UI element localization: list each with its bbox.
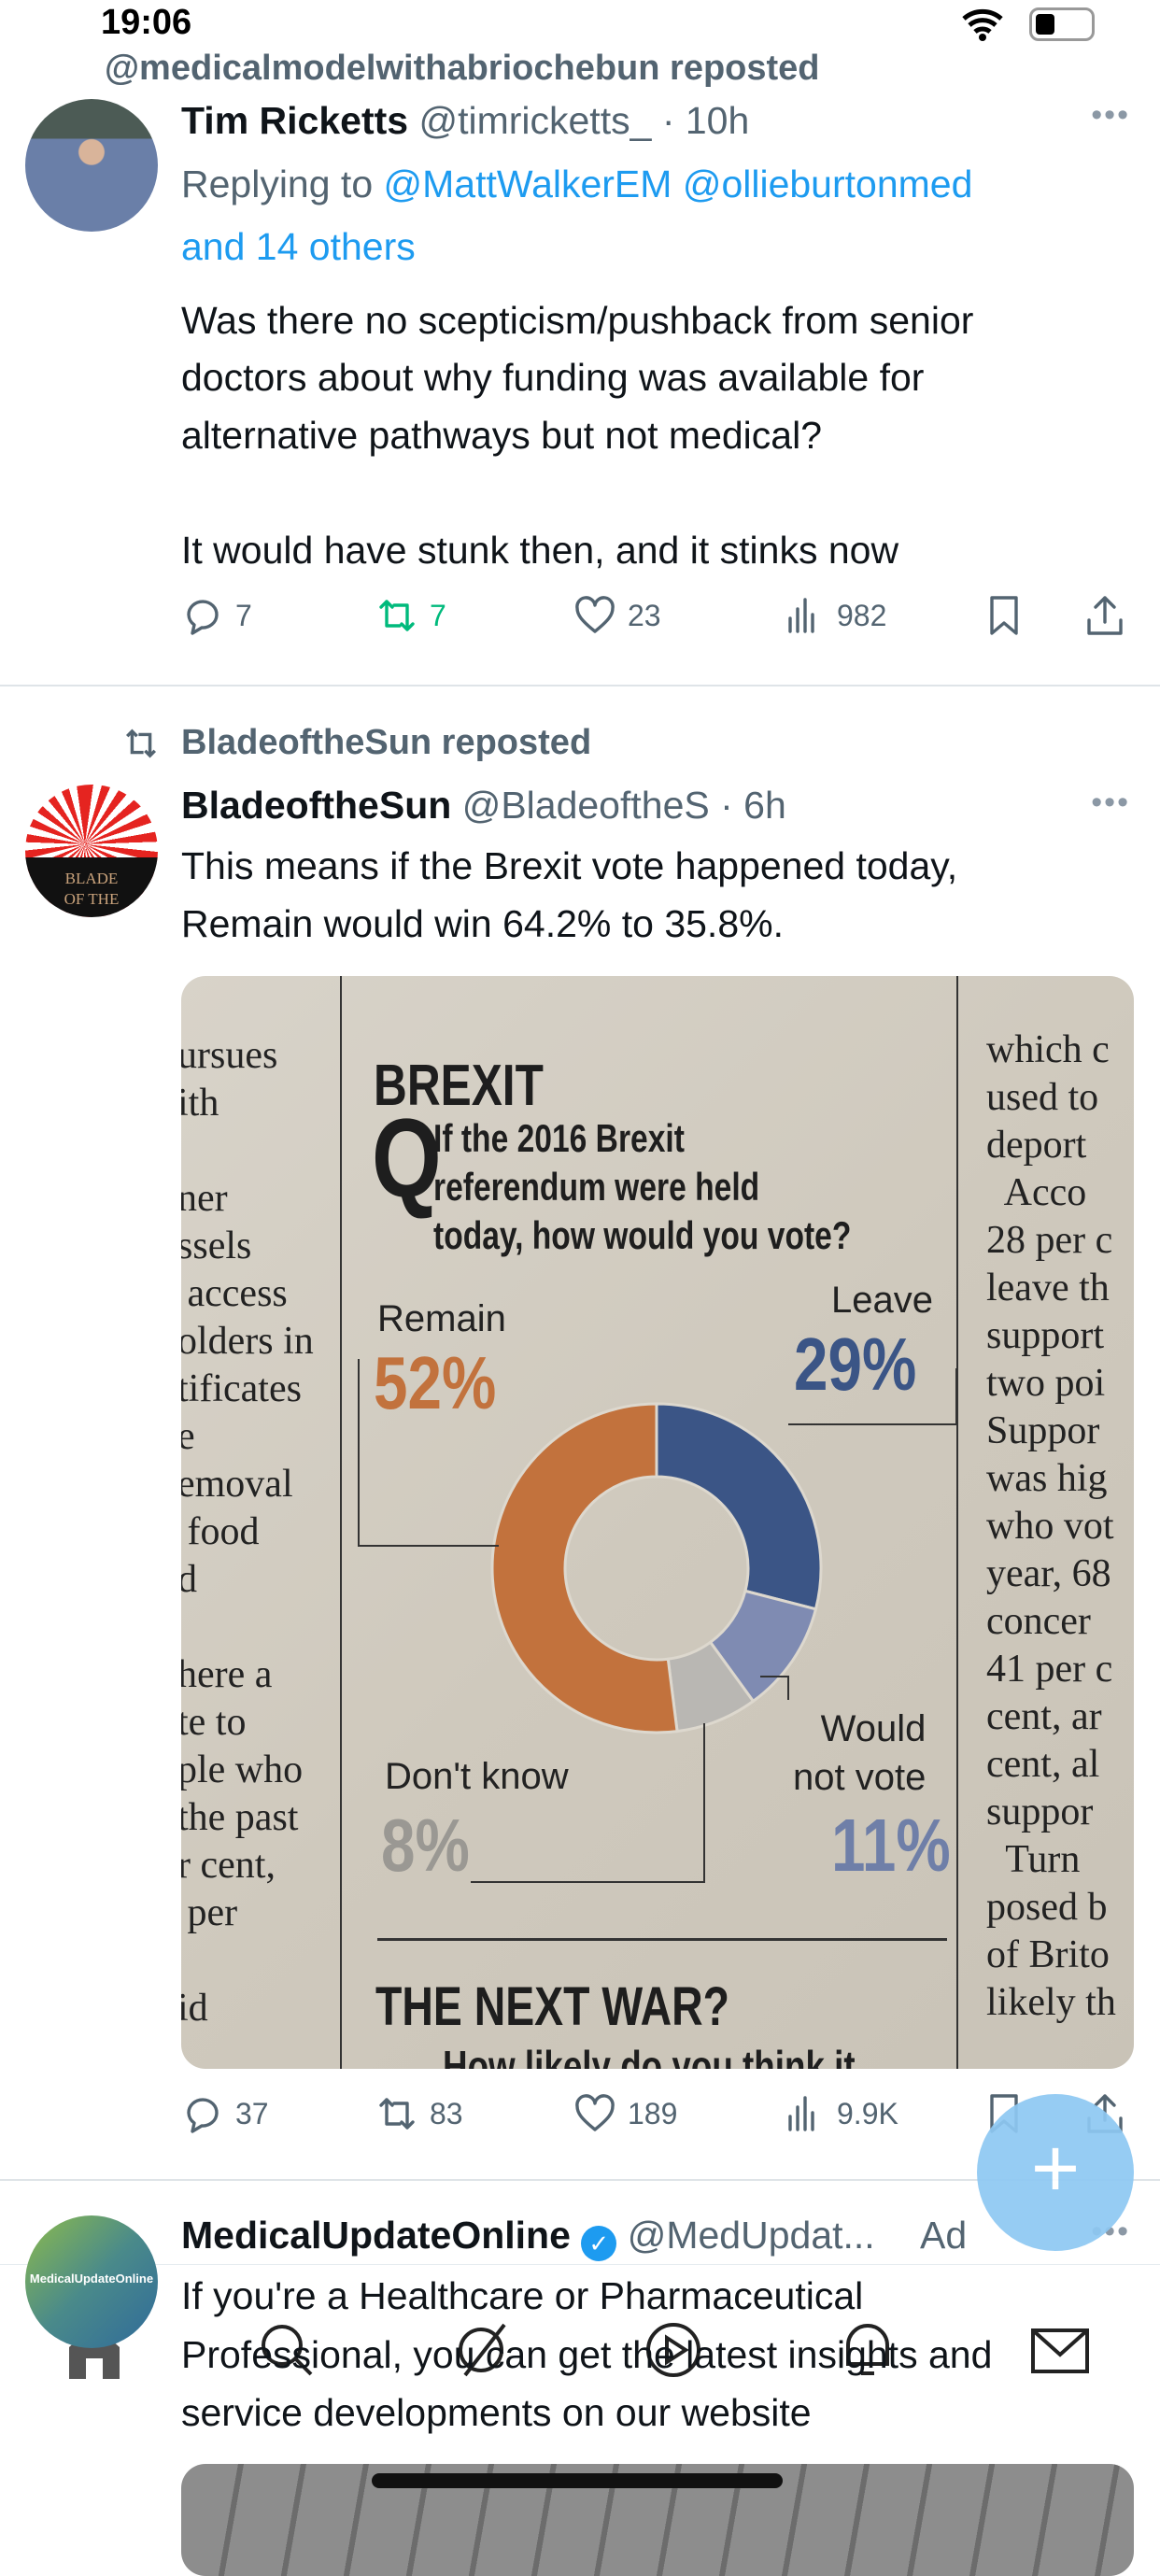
avatar[interactable]: [25, 99, 158, 232]
label-remain: Remain: [377, 1298, 506, 1339]
label-dont-know: Don't know: [385, 1756, 569, 1797]
pct-would-not-vote: 11%: [831, 1804, 951, 1887]
label-would-not-vote: Would not vote: [793, 1708, 927, 1798]
reply-icon: [187, 2098, 219, 2133]
share-icon: [1087, 596, 1123, 635]
label-leave: Leave: [831, 1280, 933, 1321]
reply-button[interactable]: 7: [181, 594, 252, 637]
search-icon[interactable]: [254, 2317, 319, 2383]
heart-icon: [575, 2094, 615, 2131]
tweet-actions: 37 83 189 9.9K: [181, 2092, 1134, 2148]
reply-icon: [187, 600, 219, 635]
handle[interactable]: @BladeoftheS: [461, 784, 710, 827]
donut-chart: [358, 1359, 957, 1883]
battery-icon: [1029, 7, 1095, 41]
grok-icon[interactable]: [448, 2317, 514, 2383]
handle[interactable]: @timricketts_: [418, 99, 652, 142]
question: If the 2016 Brexit referendum were held to…: [433, 1116, 852, 1257]
avatar[interactable]: MedicalUpdateOnline: [25, 2215, 158, 2348]
notifications-icon[interactable]: [835, 2317, 900, 2383]
repost-icon: [379, 2098, 415, 2130]
reply-button[interactable]: 37: [181, 2092, 269, 2135]
views-icon: [788, 598, 814, 633]
repost-icon: [120, 725, 163, 767]
pct-remain: 52%: [374, 1341, 497, 1424]
tweet-text: Remain would win 64.2% to 35.8%.: [181, 902, 784, 945]
divider: [0, 685, 1160, 686]
leader-line: [471, 1723, 705, 1883]
tweet-text: If you're a Healthcare or Pharmaceutical: [181, 2274, 864, 2317]
tweet-text: It would have stunk then, and it stinks …: [181, 529, 899, 572]
display-name[interactable]: BladeoftheSun: [181, 784, 452, 827]
pct-dont-know: 8%: [381, 1804, 470, 1887]
verified-badge-icon: ✓: [581, 2226, 617, 2261]
tweet-text: alternative pathways but not medical?: [181, 414, 823, 457]
leader-line: [760, 1676, 789, 1700]
views-icon: [788, 2096, 814, 2131]
tweet-text: doctors about why funding was available …: [181, 356, 925, 399]
timestamp: · 10h: [661, 99, 750, 142]
leader-line: [358, 1359, 499, 1547]
views-button[interactable]: 9.9K: [783, 2092, 898, 2135]
status-time: 19:06: [101, 3, 192, 42]
donut-slice-remain: [490, 1402, 679, 1734]
pct-leave: 29%: [794, 1323, 917, 1406]
next-question: How likely do you think it: [443, 2042, 856, 2069]
display-name[interactable]: Tim Ricketts: [181, 99, 409, 142]
tweet-actions: 7 7 23 982: [181, 594, 1134, 650]
left-column-text: ursues ith ner ssels access olders in ti…: [181, 1034, 314, 2030]
repost-icon: [379, 600, 415, 631]
plus-icon: +: [1030, 2122, 1081, 2215]
compose-button[interactable]: +: [977, 2094, 1134, 2251]
bookmark-icon: [990, 596, 1018, 635]
tweet-text: Professional, you can get the latest ins…: [181, 2333, 993, 2376]
share-button[interactable]: [1083, 594, 1126, 637]
donut-slice-leave: [655, 1402, 823, 1611]
leader-line: [788, 1368, 957, 1425]
repost-label[interactable]: @medicalmodelwithabriochebun reposted: [105, 49, 820, 88]
replying-to-links[interactable]: @MattWalkerEM @ollieburtonmed: [383, 163, 973, 205]
tweet-text: Was there no scepticism/pushback from se…: [181, 299, 974, 342]
right-column-text: which c used to deport Acco 28 per c lea…: [986, 1028, 1116, 2024]
repost-label[interactable]: BladeoftheSun reposted: [181, 723, 592, 762]
more-icon[interactable]: •••: [1091, 785, 1130, 820]
home-indicator: [372, 2473, 783, 2488]
handle[interactable]: @MedUpdat...: [627, 2214, 875, 2257]
replying-more-link[interactable]: and 14 others: [181, 225, 416, 268]
spaces-icon[interactable]: [641, 2317, 706, 2383]
ad-label: Ad: [920, 2214, 968, 2257]
tweet-text: This means if the Brexit vote happened t…: [181, 844, 958, 887]
like-button[interactable]: 23: [573, 594, 661, 637]
tweet-image[interactable]: ursues ith ner ssels access olders in ti…: [181, 976, 1134, 2069]
tweet-text: service developments on our website: [181, 2391, 812, 2434]
like-button[interactable]: 189: [573, 2092, 677, 2135]
repost-button[interactable]: 83: [375, 2092, 463, 2135]
q-mark: Q: [372, 1096, 442, 1221]
divider: [0, 2179, 1160, 2181]
more-icon[interactable]: •••: [1091, 97, 1130, 133]
messages-icon[interactable]: [1027, 2317, 1093, 2383]
timestamp: · 6h: [720, 784, 786, 827]
bookmark-button[interactable]: [983, 594, 1026, 637]
heart-icon: [575, 596, 615, 633]
views-button[interactable]: 982: [783, 594, 886, 637]
next-heading: THE NEXT WAR?: [375, 1976, 729, 2037]
newspaper-heading: BREXIT: [374, 1054, 544, 1118]
repost-button[interactable]: 7: [375, 594, 446, 637]
display-name[interactable]: MedicalUpdateOnline: [181, 2214, 571, 2257]
wifi-icon: [962, 7, 1003, 46]
avatar[interactable]: BLADE OF THE: [25, 785, 158, 917]
replying-prefix: Replying to: [181, 163, 374, 205]
